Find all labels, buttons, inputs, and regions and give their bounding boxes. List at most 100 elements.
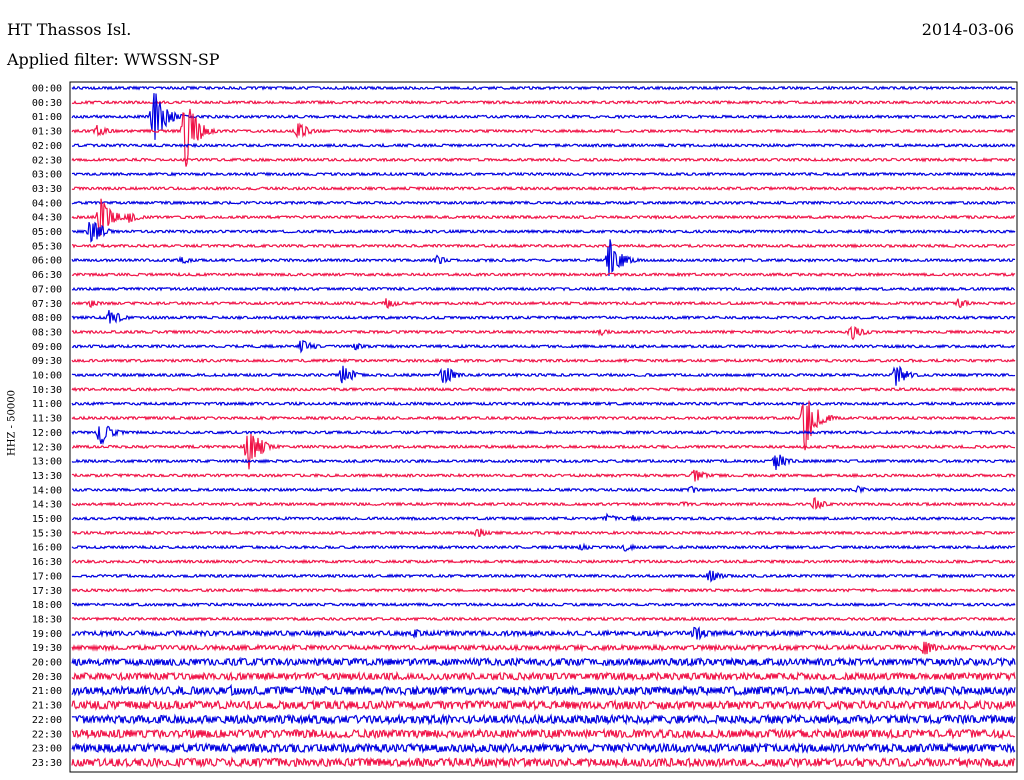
row-time-label: 13:30 [32, 471, 62, 482]
trace-line [71, 185, 1016, 192]
row-time-label: 10:00 [32, 371, 62, 382]
row-time-label: 03:00 [32, 170, 62, 181]
trace-line [71, 85, 1016, 91]
row-time-label: 23:00 [32, 744, 62, 755]
row-time-label: 09:30 [32, 356, 62, 367]
trace-line [71, 727, 1016, 740]
row-time-label: 05:00 [32, 227, 62, 238]
trace-line [71, 512, 1016, 523]
trace-line [71, 200, 1016, 206]
trace-line [71, 298, 1016, 309]
row-time-label: 08:00 [32, 313, 62, 324]
trace-line [71, 713, 1016, 726]
trace-line [71, 171, 1016, 177]
trace-line [71, 93, 1016, 140]
row-time-label: 18:00 [32, 600, 62, 611]
trace-line [71, 741, 1016, 755]
trace-line [71, 656, 1016, 668]
trace-line [71, 400, 1016, 451]
row-time-label: 08:30 [32, 327, 62, 338]
row-time-label: 01:00 [32, 112, 62, 123]
trace-line [71, 365, 1016, 386]
trace-line [71, 698, 1016, 712]
trace-line [71, 626, 1016, 641]
row-time-label: 10:30 [32, 385, 62, 396]
row-time-label: 23:30 [32, 758, 62, 769]
trace-line [71, 239, 1016, 277]
trace-line [71, 558, 1016, 565]
trace-line [71, 756, 1016, 769]
row-time-label: 14:00 [32, 485, 62, 496]
row-time-label: 17:00 [32, 571, 62, 582]
trace-line [71, 325, 1016, 341]
trace-line [71, 242, 1016, 249]
trace-line [71, 386, 1016, 393]
row-time-label: 21:00 [32, 686, 62, 697]
row-time-label: 06:30 [32, 270, 62, 281]
row-time-label: 06:00 [32, 256, 62, 267]
trace-line [71, 310, 1016, 324]
time-labels: 00:00 00:30 01:00 01:30 02:00 02:30 03:00 03:30… [32, 84, 62, 769]
trace-line [71, 616, 1016, 622]
trace-line [71, 469, 1016, 482]
row-time-label: 11:00 [32, 399, 62, 410]
trace-line [71, 542, 1016, 552]
row-time-label: 16:00 [32, 543, 62, 554]
row-time-label: 00:00 [32, 84, 62, 95]
trace-line [71, 357, 1016, 364]
row-time-label: 02:00 [32, 141, 62, 152]
trace-group [71, 85, 1016, 769]
station-title: HT Thassos Isl. [7, 20, 132, 39]
trace-line [71, 425, 1016, 446]
filter-label: Applied filter: WWSSN-SP [7, 50, 220, 69]
trace-line [71, 400, 1016, 407]
row-time-label: 22:00 [32, 715, 62, 726]
row-time-label: 19:00 [32, 629, 62, 640]
trace-line [71, 670, 1016, 682]
trace-line [71, 641, 1016, 655]
row-time-label: 07:30 [32, 299, 62, 310]
trace-line [71, 198, 1016, 237]
row-time-label: 17:30 [32, 586, 62, 597]
row-time-label: 20:30 [32, 672, 62, 683]
row-time-label: 05:30 [32, 241, 62, 252]
trace-line [71, 108, 1015, 167]
row-time-label: 03:30 [32, 184, 62, 195]
trace-line [71, 339, 1016, 354]
trace-line [71, 587, 1016, 593]
row-time-label: 18:30 [32, 614, 62, 625]
row-time-label: 15:30 [32, 528, 62, 539]
row-time-label: 22:30 [32, 729, 62, 740]
row-time-label: 21:30 [32, 701, 62, 712]
row-time-label: 09:00 [32, 342, 62, 353]
plot-frame [69, 81, 1018, 773]
row-time-label: 04:00 [32, 198, 62, 209]
row-time-label: 04:30 [32, 213, 62, 224]
trace-line [71, 497, 1016, 510]
trace-line [71, 485, 1016, 494]
row-time-label: 14:30 [32, 500, 62, 511]
trace-line [71, 454, 1016, 471]
trace-line [71, 99, 1016, 105]
trace-line [71, 433, 1016, 470]
row-time-label: 07:00 [32, 284, 62, 295]
trace-line [71, 221, 1016, 243]
trace-line [71, 271, 1016, 278]
row-time-label: 15:00 [32, 514, 62, 525]
row-time-label: 11:30 [32, 414, 62, 425]
trace-line [71, 570, 1016, 583]
trace-line [72, 528, 1016, 538]
trace-line [71, 142, 1016, 149]
row-time-label: 02:30 [32, 155, 62, 166]
row-time-label: 16:30 [32, 557, 62, 568]
row-time-label: 01:30 [32, 127, 62, 138]
trace-line [71, 601, 1016, 608]
row-time-label: 12:00 [32, 428, 62, 439]
trace-line [71, 157, 1016, 163]
row-time-label: 00:30 [32, 98, 62, 109]
row-time-label: 19:30 [32, 643, 62, 654]
row-time-label: 13:00 [32, 457, 62, 468]
trace-line [71, 286, 1016, 292]
row-time-label: 12:30 [32, 442, 62, 453]
